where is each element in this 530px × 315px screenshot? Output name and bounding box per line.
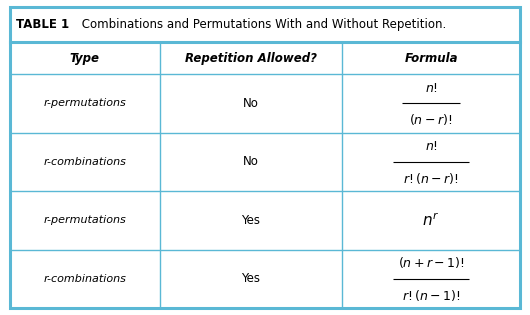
- Text: $n!$: $n!$: [425, 82, 438, 94]
- Text: r-combinations: r-combinations: [43, 157, 126, 167]
- Text: Combinations and Permutations With and Without Repetition.: Combinations and Permutations With and W…: [78, 18, 447, 31]
- Text: No: No: [243, 155, 259, 168]
- Text: $r!(n-1)!$: $r!(n-1)!$: [402, 288, 461, 303]
- Text: r-combinations: r-combinations: [43, 274, 126, 284]
- Text: $(n-r)!$: $(n-r)!$: [410, 112, 453, 127]
- Text: $r!(n-r)!$: $r!(n-r)!$: [403, 171, 459, 186]
- Text: Type: Type: [70, 52, 100, 65]
- Text: Repetition Allowed?: Repetition Allowed?: [185, 52, 317, 65]
- Text: Formula: Formula: [404, 52, 458, 65]
- Text: No: No: [243, 97, 259, 110]
- Text: $n!$: $n!$: [425, 140, 438, 153]
- Text: $n^r$: $n^r$: [422, 212, 440, 229]
- Text: r-permutations: r-permutations: [43, 98, 126, 108]
- Text: TABLE 1: TABLE 1: [16, 18, 69, 31]
- Text: $(n+r-1)!$: $(n+r-1)!$: [398, 255, 464, 270]
- Text: Yes: Yes: [242, 214, 260, 227]
- Text: Yes: Yes: [242, 272, 260, 285]
- Text: r-permutations: r-permutations: [43, 215, 126, 225]
